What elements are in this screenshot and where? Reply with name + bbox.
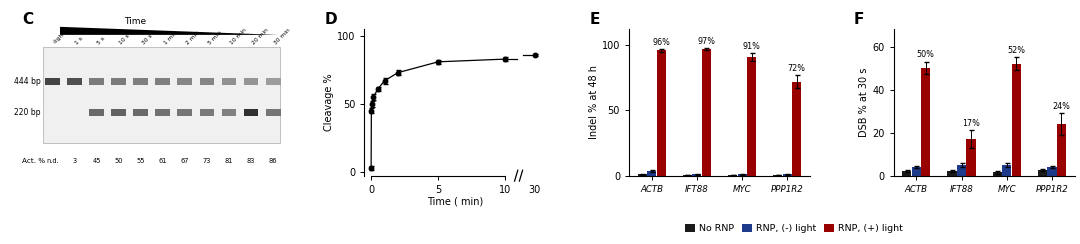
Text: 50: 50	[114, 158, 123, 164]
Bar	[637, 174, 647, 176]
Bar	[993, 173, 1002, 176]
Bar	[728, 175, 738, 176]
Text: 91%: 91%	[743, 42, 760, 51]
Text: 81: 81	[225, 158, 233, 164]
Text: 52%: 52%	[1008, 46, 1025, 55]
Text: 444 bp: 444 bp	[14, 77, 41, 86]
Bar	[967, 139, 975, 176]
Bar	[111, 109, 126, 116]
Text: 83: 83	[247, 158, 255, 164]
Bar	[266, 109, 281, 116]
Bar	[90, 78, 104, 84]
Bar	[200, 78, 214, 84]
Text: 97%: 97%	[698, 37, 715, 46]
Bar	[45, 78, 59, 84]
Bar	[902, 171, 912, 176]
Text: 20 min: 20 min	[251, 27, 269, 45]
Bar	[1038, 170, 1047, 176]
Bar	[221, 78, 237, 84]
Text: 10 s: 10 s	[119, 33, 131, 45]
Bar	[793, 81, 801, 176]
Text: C: C	[22, 12, 33, 27]
Text: 3: 3	[72, 158, 77, 164]
Bar	[266, 78, 281, 84]
Y-axis label: Cleavage %: Cleavage %	[324, 74, 334, 131]
Bar	[773, 175, 782, 176]
Legend: No RNP, RNP, (-) light, RNP, (+) light: No RNP, RNP, (-) light, RNP, (+) light	[681, 220, 906, 237]
Text: F: F	[854, 12, 864, 27]
Text: 30 min: 30 min	[273, 27, 292, 45]
Text: 55: 55	[136, 158, 145, 164]
Text: Time: Time	[124, 17, 146, 26]
Bar	[657, 50, 665, 176]
Bar	[912, 167, 921, 176]
Text: 220 bp: 220 bp	[14, 108, 41, 117]
Text: 50%: 50%	[917, 50, 934, 59]
Bar	[647, 171, 657, 176]
Text: E: E	[590, 12, 599, 27]
Text: -light: -light	[52, 31, 67, 45]
Text: 86: 86	[269, 158, 278, 164]
Text: 1 s: 1 s	[75, 36, 84, 45]
Bar	[156, 78, 171, 84]
Bar	[177, 78, 192, 84]
Bar	[133, 78, 148, 84]
Bar	[921, 68, 930, 176]
Text: D: D	[325, 12, 337, 27]
Bar	[43, 47, 280, 143]
Polygon shape	[60, 27, 279, 35]
Bar	[90, 109, 104, 116]
Text: 2 min: 2 min	[185, 30, 201, 45]
Text: 67: 67	[180, 158, 189, 164]
Y-axis label: DSB % at 30 s: DSB % at 30 s	[860, 68, 869, 137]
Bar	[1012, 64, 1021, 176]
Text: 17%: 17%	[962, 119, 980, 128]
Bar	[67, 78, 82, 84]
Bar	[947, 171, 957, 176]
Bar	[111, 78, 126, 84]
X-axis label: Time ( min): Time ( min)	[427, 196, 483, 206]
Bar	[747, 57, 756, 176]
Text: 73: 73	[203, 158, 211, 164]
Text: 45: 45	[92, 158, 100, 164]
Bar	[683, 175, 692, 176]
Bar	[1002, 165, 1011, 176]
Text: 24%: 24%	[1053, 102, 1070, 111]
Bar	[783, 174, 792, 176]
Text: 5 s: 5 s	[96, 36, 106, 45]
Bar	[200, 109, 214, 116]
Y-axis label: Indel % at 48 h: Indel % at 48 h	[589, 65, 598, 140]
Bar	[1057, 124, 1066, 176]
Bar	[702, 49, 711, 176]
Text: n.d.: n.d.	[46, 158, 58, 164]
Bar	[244, 78, 258, 84]
Text: 30: 30	[528, 185, 541, 195]
Text: 61: 61	[159, 158, 167, 164]
Bar	[221, 109, 237, 116]
Bar	[957, 165, 966, 176]
Bar	[156, 109, 171, 116]
Bar	[1048, 167, 1056, 176]
Text: 5 min: 5 min	[207, 30, 222, 45]
Text: Act. %: Act. %	[22, 158, 45, 164]
Text: 72%: 72%	[788, 64, 806, 73]
Text: 1 min: 1 min	[163, 30, 178, 45]
Bar	[738, 174, 746, 176]
Text: 96%: 96%	[652, 38, 670, 47]
Bar	[692, 174, 701, 176]
Bar	[177, 109, 192, 116]
Bar	[133, 109, 148, 116]
Text: 10 min: 10 min	[229, 27, 247, 45]
Text: 30 s: 30 s	[140, 33, 153, 45]
Bar	[244, 109, 258, 116]
